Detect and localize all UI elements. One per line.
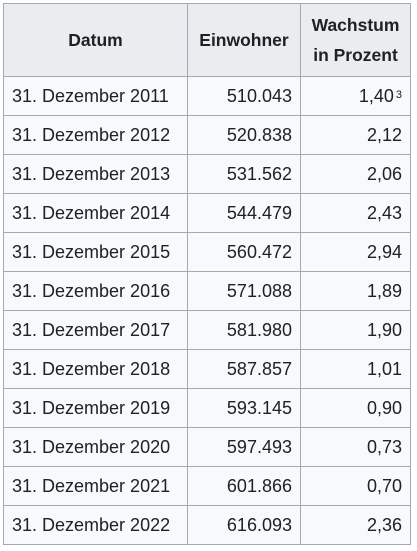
growth-cell: 0,70 bbox=[300, 466, 411, 506]
growth-value: 2,06 bbox=[366, 163, 402, 184]
growth-cell: 0,73 bbox=[300, 427, 411, 467]
header-row: Datum Einwohner Wachstum in Prozent bbox=[3, 3, 411, 77]
growth-value: 0,73 bbox=[366, 436, 402, 457]
table-row: 31. Dezember 2013 531.562 2,06 bbox=[3, 154, 411, 194]
growth-cell: 2,94 bbox=[300, 232, 411, 272]
date-cell: 31. Dezember 2013 bbox=[3, 154, 188, 194]
table-row: 31. Dezember 2016 571.088 1,89 bbox=[3, 271, 411, 311]
population-cell: 587.857 bbox=[187, 349, 301, 389]
population-cell: 520.838 bbox=[187, 115, 301, 155]
population-cell: 597.493 bbox=[187, 427, 301, 467]
growth-cell: 0,90 bbox=[300, 388, 411, 428]
table-row: 31. Dezember 2020 597.493 0,73 bbox=[3, 427, 411, 467]
date-cell: 31. Dezember 2012 bbox=[3, 115, 188, 155]
growth-cell: 1,40 3 bbox=[300, 76, 411, 116]
table-row: 31. Dezember 2021 601.866 0,70 bbox=[3, 466, 411, 506]
population-column-header: Einwohner bbox=[187, 3, 301, 77]
date-cell: 31. Dezember 2020 bbox=[3, 427, 188, 467]
population-cell: 544.479 bbox=[187, 193, 301, 233]
table-row: 31. Dezember 2018 587.857 1,01 bbox=[3, 349, 411, 389]
date-cell: 31. Dezember 2018 bbox=[3, 349, 188, 389]
growth-header-line1: Wachstum bbox=[311, 15, 400, 35]
date-cell: 31. Dezember 2014 bbox=[3, 193, 188, 233]
table-body: 31. Dezember 2011 510.043 1,40 3 31. Dezembe… bbox=[3, 76, 411, 545]
population-cell: 593.145 bbox=[187, 388, 301, 428]
growth-value: 1,89 bbox=[366, 280, 402, 301]
population-cell: 531.562 bbox=[187, 154, 301, 194]
date-cell: 31. Dezember 2015 bbox=[3, 232, 188, 272]
table-row: 31. Dezember 2014 544.479 2,43 bbox=[3, 193, 411, 233]
growth-value: 2,43 bbox=[366, 202, 402, 223]
population-cell: 560.472 bbox=[187, 232, 301, 272]
table-row: 31. Dezember 2019 593.145 0,90 bbox=[3, 388, 411, 428]
growth-value: 1,90 bbox=[366, 319, 402, 340]
population-cell: 616.093 bbox=[187, 505, 301, 545]
growth-value: 2,12 bbox=[366, 124, 402, 145]
growth-value: 0,70 bbox=[366, 475, 402, 496]
date-cell: 31. Dezember 2011 bbox=[3, 76, 188, 116]
growth-cell: 2,43 bbox=[300, 193, 411, 233]
footnote-reference[interactable]: 3 bbox=[395, 88, 402, 101]
population-cell: 571.088 bbox=[187, 271, 301, 311]
table-row: 31. Dezember 2011 510.043 1,40 3 bbox=[3, 76, 411, 116]
table-row: 31. Dezember 2017 581.980 1,90 bbox=[3, 310, 411, 350]
growth-header-line2: in Prozent bbox=[313, 45, 398, 65]
table-row: 31. Dezember 2015 560.472 2,94 bbox=[3, 232, 411, 272]
growth-cell: 1,90 bbox=[300, 310, 411, 350]
growth-cell: 2,06 bbox=[300, 154, 411, 194]
date-column-header: Datum bbox=[3, 3, 188, 77]
population-table: Datum Einwohner Wachstum in Prozent 31. … bbox=[3, 3, 411, 545]
date-cell: 31. Dezember 2021 bbox=[3, 466, 188, 506]
growth-value: 2,94 bbox=[366, 241, 402, 262]
date-cell: 31. Dezember 2022 bbox=[3, 505, 188, 545]
population-cell: 601.866 bbox=[187, 466, 301, 506]
date-cell: 31. Dezember 2019 bbox=[3, 388, 188, 428]
growth-cell: 2,12 bbox=[300, 115, 411, 155]
growth-column-header: Wachstum in Prozent bbox=[300, 3, 411, 77]
table-row: 31. Dezember 2022 616.093 2,36 bbox=[3, 505, 411, 545]
growth-value: 0,90 bbox=[366, 397, 402, 418]
growth-cell: 1,89 bbox=[300, 271, 411, 311]
population-cell: 581.980 bbox=[187, 310, 301, 350]
growth-cell: 2,36 bbox=[300, 505, 411, 545]
growth-value: 2,36 bbox=[366, 514, 402, 535]
date-cell: 31. Dezember 2017 bbox=[3, 310, 188, 350]
growth-cell: 1,01 bbox=[300, 349, 411, 389]
growth-value: 1,01 bbox=[366, 358, 402, 379]
table-row: 31. Dezember 2012 520.838 2,12 bbox=[3, 115, 411, 155]
population-cell: 510.043 bbox=[187, 76, 301, 116]
date-cell: 31. Dezember 2016 bbox=[3, 271, 188, 311]
growth-value: 1,40 bbox=[358, 85, 394, 106]
